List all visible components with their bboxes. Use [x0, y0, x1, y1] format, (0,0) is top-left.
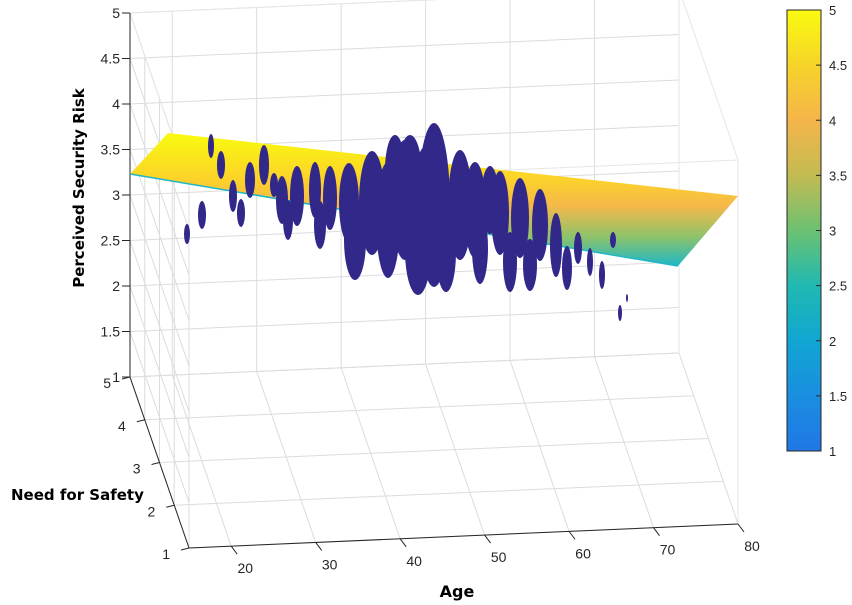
- x-axis-ticks: 20 30 40 50 60 70 80: [230, 523, 760, 576]
- x-tick-label: 40: [406, 553, 422, 569]
- data-marker: [574, 232, 582, 264]
- data-marker: [229, 180, 237, 212]
- grid-line: [129, 261, 680, 287]
- x-tick-label: 20: [237, 560, 253, 576]
- colorbar-tick-label: 1: [829, 444, 836, 459]
- x-axis-label: Age: [440, 582, 475, 601]
- x-tick-label: 50: [491, 549, 507, 565]
- y-tick-mark: [136, 419, 145, 423]
- x-tick-mark: [653, 527, 660, 536]
- box-edge: [682, 0, 739, 161]
- x-axis-line: [188, 523, 739, 549]
- data-marker: [618, 305, 622, 321]
- grid-line: [129, 352, 680, 378]
- grid-line: [129, 0, 439, 14]
- data-marker: [503, 232, 517, 292]
- x-tick-mark: [568, 531, 576, 540]
- colorbar-tick-label: 4: [829, 113, 836, 128]
- grid-line: [159, 438, 709, 463]
- data-marker: [610, 232, 616, 248]
- data-marker: [245, 162, 255, 198]
- z-tick-label: 1: [112, 369, 120, 385]
- z-tick-label: 4.5: [101, 51, 121, 67]
- z-axis-ticks: 1 1.5 2 2.5 3 3.5 4 4.5 5: [101, 5, 130, 385]
- data-marker: [436, 212, 456, 292]
- colorbar-tick-label: 3.5: [829, 168, 847, 183]
- colorbar-tick-label: 5: [829, 3, 836, 18]
- grid-line: [144, 395, 694, 421]
- data-marker: [314, 201, 326, 249]
- data-marker: [217, 151, 225, 179]
- data-marker: [184, 224, 190, 244]
- data-marker: [532, 189, 548, 261]
- x-tick-mark: [315, 542, 323, 551]
- y-tick-mark: [151, 462, 160, 465]
- colorbar-tick-label: 1.5: [829, 389, 847, 404]
- data-markers: [184, 123, 628, 321]
- y-tick-label: 4: [118, 418, 126, 434]
- grid-line: [129, 307, 680, 332]
- data-marker: [481, 166, 499, 234]
- data-marker: [237, 199, 245, 227]
- grid-lines: [129, 0, 739, 549]
- colorbar-tick-label: 4.5: [829, 58, 847, 73]
- x-tick-mark: [484, 534, 492, 544]
- data-marker: [550, 213, 562, 277]
- data-marker: [472, 212, 488, 284]
- colorbar-tick-label: 2: [829, 334, 836, 349]
- y-tick-label: 5: [103, 375, 111, 391]
- z-tick-label: 2: [112, 278, 120, 294]
- y-tick-mark: [166, 504, 175, 508]
- z-tick-label: 5: [112, 5, 120, 21]
- data-marker: [283, 200, 293, 240]
- colorbar-ticks: 1 1.5 2 2.5 3 3.5 4 4.5 5: [816, 3, 847, 459]
- x-tick-mark: [737, 523, 745, 533]
- box-edge: [129, 0, 439, 14]
- x-tick-label: 70: [660, 542, 676, 558]
- x-tick-label: 60: [575, 545, 591, 561]
- y-axis-ticks: 1 2 3 4 5: [103, 375, 190, 562]
- data-marker: [344, 200, 366, 280]
- y-tick-mark: [121, 376, 131, 380]
- grid-line: [174, 480, 724, 506]
- grid-line: [129, 34, 680, 59]
- data-marker: [562, 246, 572, 290]
- colorbar-tick-label: 3: [829, 224, 836, 239]
- y-axis-label: Need for Safety: [11, 486, 144, 504]
- data-marker: [587, 248, 593, 276]
- x-tick-mark: [230, 545, 238, 555]
- z-axis-label: Perceived Security Risk: [70, 87, 88, 288]
- data-marker: [599, 261, 605, 289]
- colorbar-tick-label: 2.5: [829, 279, 847, 294]
- z-tick-label: 3.5: [101, 142, 121, 158]
- z-tick-label: 1.5: [101, 324, 121, 340]
- data-marker: [511, 178, 529, 258]
- y-tick-label: 2: [147, 503, 155, 519]
- x-tick-label: 30: [322, 556, 338, 572]
- data-marker: [198, 201, 206, 229]
- data-marker: [323, 166, 337, 230]
- y-tick-label: 3: [133, 461, 141, 477]
- grid-line: [129, 79, 680, 105]
- y-tick-mark: [180, 547, 190, 551]
- data-marker: [208, 134, 214, 158]
- z-tick-label: 2.5: [101, 233, 121, 249]
- x-tick-label: 80: [744, 538, 760, 554]
- y-tick-label: 1: [162, 546, 170, 562]
- data-marker: [415, 147, 435, 223]
- x-tick-mark: [399, 538, 407, 548]
- data-marker: [270, 173, 278, 197]
- data-marker: [626, 294, 628, 302]
- data-marker: [405, 205, 431, 295]
- data-marker: [523, 239, 537, 291]
- data-marker: [290, 166, 304, 226]
- z-tick-label: 3: [112, 187, 120, 203]
- z-tick-label: 4: [112, 96, 120, 112]
- colorbar: [786, 9, 822, 452]
- data-marker: [259, 145, 269, 185]
